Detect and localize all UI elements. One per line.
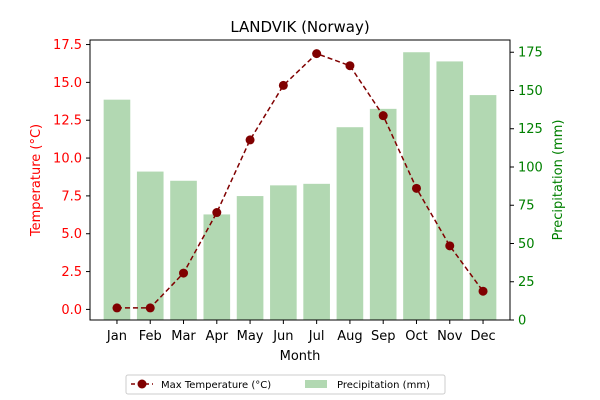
precipitation-bar [170, 180, 197, 320]
temperature-point [212, 208, 222, 218]
x-tick-label: Jun [272, 329, 293, 344]
temperature-point [245, 135, 255, 145]
legend-marker [137, 379, 147, 389]
x-tick-label: Apr [206, 329, 229, 344]
precipitation-bar [203, 214, 231, 320]
x-tick-label: Nov [437, 329, 463, 344]
right-y-tick-label: 125 [518, 122, 543, 137]
x-axis-label: Month [280, 349, 321, 364]
left-y-axis-label: Temperature (°C) [29, 124, 44, 237]
plot-frame [89, 39, 511, 321]
precipitation-bar [369, 108, 397, 320]
left-y-tick-label: 15.0 [53, 76, 82, 91]
precipitation-bar [103, 99, 131, 320]
temperature-line [116, 52, 484, 309]
temperature-point [478, 286, 488, 296]
chart-title: LANDVIK (Norway) [230, 18, 369, 36]
temperature-point [445, 241, 455, 251]
left-y-tick-label: 0.0 [61, 303, 82, 318]
left-y-tick-label: 2.5 [61, 265, 82, 280]
temperature-point [345, 61, 355, 71]
temperature-point [378, 111, 388, 121]
right-y-tick-label: 25 [518, 275, 535, 290]
right-y-tick-label: 50 [518, 237, 535, 252]
precipitation-bar [436, 61, 464, 320]
x-tick-label: Aug [337, 329, 362, 344]
x-tick-label: Sep [371, 329, 396, 344]
right-y-tick-label: 175 [518, 46, 543, 61]
left-y-tick-label: 17.5 [53, 38, 82, 53]
x-tick-label: Feb [139, 329, 162, 344]
x-tick-label: Jul [308, 329, 325, 344]
right-y-tick-label: 100 [518, 160, 543, 175]
right-y-axis-label: Precipitation (mm) [551, 120, 566, 241]
right-y-tick-label: 0 [518, 314, 526, 329]
precipitation-bar [336, 127, 364, 321]
x-tick-label: Oct [405, 329, 427, 344]
legend-bar-swatch [305, 380, 327, 388]
right-y-tick-label: 150 [518, 84, 543, 99]
temperature-point [312, 49, 322, 59]
left-y-tick-label: 12.5 [53, 114, 82, 129]
temperature-point [145, 303, 155, 313]
legend-label-temperature: Max Temperature (°C) [161, 380, 271, 391]
left-y-tick-label: 7.5 [61, 189, 82, 204]
temperature-point [411, 183, 421, 193]
legend-label-precipitation: Precipitation (mm) [337, 380, 430, 391]
precipitation-bar [469, 95, 497, 320]
left-y-tick-label: 5.0 [61, 227, 82, 242]
x-tick-label: Jan [106, 329, 127, 344]
temperature-point [278, 80, 288, 90]
x-tick-label: May [237, 329, 264, 344]
precipitation-bar [136, 171, 164, 320]
precipitation-bar [303, 183, 330, 320]
legend: Max Temperature (°C) Precipitation (mm) [125, 374, 446, 395]
left-y-tick-label: 10.0 [53, 152, 82, 167]
x-tick-label: Dec [470, 329, 495, 344]
temperature-point [179, 268, 189, 278]
temperature-point [112, 303, 122, 313]
right-y-tick-label: 75 [518, 199, 535, 214]
x-tick-label: Mar [171, 329, 196, 344]
precipitation-bar [236, 196, 264, 320]
precipitation-bar [270, 185, 297, 320]
